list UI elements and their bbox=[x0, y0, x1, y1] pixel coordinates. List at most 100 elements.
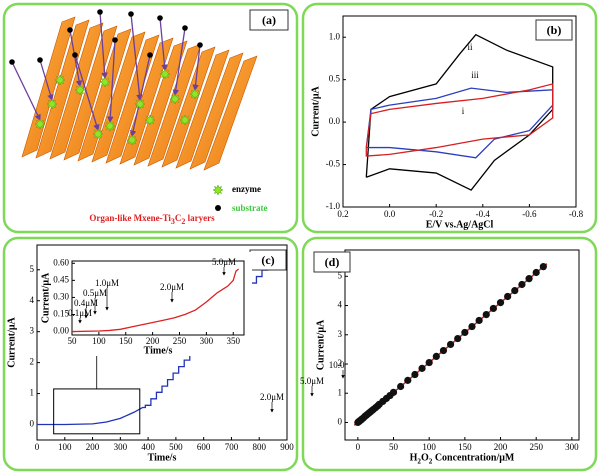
y-tick-label: 3 bbox=[338, 329, 343, 339]
x-tick-label: -0.4 bbox=[476, 209, 491, 219]
x-tick-label: 0.2 bbox=[337, 209, 348, 219]
enzyme bbox=[189, 88, 201, 100]
point bbox=[432, 352, 440, 360]
reaction-arrow bbox=[69, 29, 83, 88]
line bbox=[365, 83, 554, 157]
y-axis-label: Current/μA bbox=[315, 319, 326, 370]
x-tick-label: 600 bbox=[197, 442, 211, 452]
point bbox=[404, 376, 412, 384]
plate bbox=[91, 31, 146, 163]
enzyme bbox=[144, 114, 156, 126]
enzyme bbox=[74, 84, 86, 96]
substrate-dot bbox=[197, 42, 203, 48]
point bbox=[468, 322, 476, 331]
point bbox=[418, 364, 426, 372]
annotation: 2.0μM bbox=[160, 282, 184, 292]
annotation: 10.0μM bbox=[329, 360, 358, 370]
title-sub: 3 bbox=[171, 217, 175, 226]
point bbox=[532, 268, 540, 277]
reaction-arrow bbox=[99, 11, 108, 80]
x-tick-label: 100 bbox=[58, 442, 72, 452]
plate bbox=[105, 34, 160, 164]
y-tick-label: 0.30 bbox=[53, 291, 69, 301]
annotation: 0.4μM bbox=[74, 298, 98, 308]
x-axis-label: Time/s bbox=[144, 345, 173, 356]
y-tick-label: 1 bbox=[338, 387, 343, 397]
reaction-arrow bbox=[172, 27, 186, 97]
y-tick-label: 5 bbox=[30, 264, 35, 274]
x-tick-label: 50 bbox=[68, 336, 78, 346]
x-tick-label: 200 bbox=[86, 442, 100, 452]
reaction-arrow bbox=[107, 39, 116, 124]
label-sub: 2 bbox=[417, 457, 421, 465]
reaction-arrow bbox=[74, 54, 100, 132]
y-tick-label: -0.5 bbox=[326, 159, 341, 169]
x-tick-label: 250 bbox=[529, 442, 543, 452]
reaction-arrow bbox=[11, 61, 41, 121]
enzyme bbox=[134, 98, 146, 110]
enzyme bbox=[179, 114, 191, 126]
panel-label: (d) bbox=[325, 255, 340, 269]
title-part: C bbox=[175, 213, 182, 223]
plot-area bbox=[344, 249, 580, 441]
x-tick-label: 350 bbox=[227, 336, 241, 346]
panel-label-box bbox=[313, 251, 351, 273]
x-tick-label: 0 bbox=[356, 442, 361, 452]
y-tick-label: 0.5 bbox=[329, 74, 341, 84]
point bbox=[425, 358, 433, 367]
x-tick-label: 50 bbox=[389, 442, 399, 452]
point bbox=[397, 382, 405, 391]
y-tick-label: 2 bbox=[30, 357, 35, 367]
panel-label: (a) bbox=[262, 13, 276, 27]
annotation: 1.0μM bbox=[95, 278, 119, 288]
point bbox=[525, 275, 533, 283]
legend-enzyme bbox=[212, 184, 224, 196]
point bbox=[489, 304, 497, 313]
enzyme bbox=[46, 98, 58, 110]
enzyme bbox=[159, 68, 171, 80]
y-tick-label: 5 bbox=[338, 270, 343, 280]
enzyme bbox=[104, 120, 116, 132]
x-tick-label: 700 bbox=[225, 442, 239, 452]
x-axis-label: Time/s bbox=[148, 453, 177, 464]
y-tick-label: 0.15 bbox=[53, 309, 69, 319]
title-sub: 2 bbox=[181, 217, 185, 226]
annotation: 5.0μM bbox=[300, 376, 324, 386]
substrate-dot bbox=[147, 52, 153, 58]
y-tick-label: 0.45 bbox=[53, 274, 69, 284]
enzyme bbox=[126, 134, 138, 146]
x-tick-label: 300 bbox=[200, 336, 214, 346]
y-tick-label: 0 bbox=[30, 419, 35, 429]
label-part: H bbox=[410, 453, 418, 464]
y-tick-label: 1 bbox=[30, 388, 35, 398]
substrate-dot bbox=[9, 59, 15, 65]
reaction-arrow bbox=[130, 13, 143, 102]
substrate-dot bbox=[97, 9, 103, 15]
y-tick-label: 3 bbox=[30, 326, 35, 336]
x-tick-label: 300 bbox=[565, 442, 579, 452]
point bbox=[411, 370, 419, 379]
annotation: 0.1μM bbox=[68, 308, 92, 318]
annotation: i bbox=[462, 106, 465, 116]
plate bbox=[147, 43, 202, 167]
label-part: O bbox=[421, 453, 429, 464]
y-axis-label: Current/μA bbox=[40, 272, 51, 323]
annotation: ii bbox=[467, 42, 473, 52]
x-tick-label: 100 bbox=[422, 442, 436, 452]
point bbox=[511, 287, 519, 295]
x-tick-label: 0.0 bbox=[384, 209, 396, 219]
plate bbox=[203, 55, 258, 171]
x-tick-label: -0.6 bbox=[522, 209, 537, 219]
enzyme bbox=[54, 74, 66, 86]
point bbox=[439, 346, 448, 355]
y-tick-label: 0.0 bbox=[329, 116, 341, 126]
x-tick-label: 900 bbox=[280, 442, 294, 452]
x-tick-label: 250 bbox=[173, 336, 187, 346]
legend-substrate bbox=[215, 205, 221, 211]
x-tick-label: 400 bbox=[141, 442, 155, 452]
annotation: 2.0μM bbox=[260, 392, 284, 402]
panel-label-box bbox=[249, 9, 289, 31]
substrate-dot bbox=[37, 57, 43, 63]
enzyme bbox=[169, 93, 181, 105]
x-axis-label: E/V vs.Ag/AgCl bbox=[426, 220, 494, 231]
